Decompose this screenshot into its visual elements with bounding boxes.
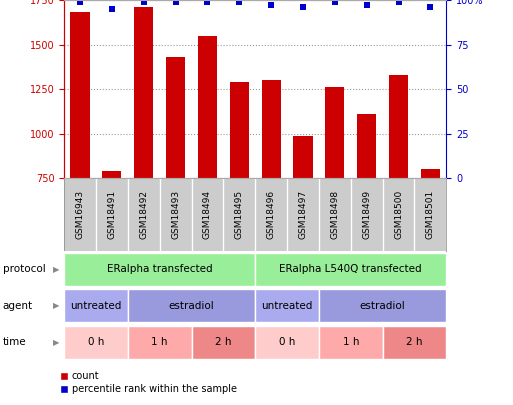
Bar	[319, 289, 446, 322]
Text: GSM18493: GSM18493	[171, 190, 180, 239]
Text: ▶: ▶	[52, 301, 59, 310]
Text: GSM18495: GSM18495	[235, 190, 244, 239]
Text: GSM18491: GSM18491	[107, 190, 116, 239]
Bar	[128, 289, 255, 322]
Text: GSM18500: GSM18500	[394, 190, 403, 239]
Bar	[102, 171, 122, 178]
Text: 2 h: 2 h	[215, 337, 231, 347]
Bar	[64, 253, 255, 286]
Bar	[319, 326, 383, 359]
Bar	[166, 57, 185, 178]
Text: ▶: ▶	[52, 338, 59, 347]
Legend: count, percentile rank within the sample: count, percentile rank within the sample	[56, 367, 241, 398]
Text: estradiol: estradiol	[360, 301, 405, 311]
Bar	[389, 75, 408, 178]
Text: GSM18492: GSM18492	[139, 190, 148, 239]
Text: GSM18496: GSM18496	[267, 190, 275, 239]
Bar	[383, 326, 446, 359]
Text: untreated: untreated	[70, 301, 122, 311]
Bar	[255, 326, 319, 359]
Bar	[198, 36, 217, 178]
Text: time: time	[3, 337, 26, 347]
Bar	[421, 169, 440, 178]
Text: GSM18501: GSM18501	[426, 190, 435, 239]
Text: ERalpha L540Q transfected: ERalpha L540Q transfected	[280, 264, 422, 274]
Text: ▶: ▶	[52, 265, 59, 274]
Bar	[64, 326, 128, 359]
Text: GSM18494: GSM18494	[203, 190, 212, 239]
Text: 2 h: 2 h	[406, 337, 423, 347]
Bar	[357, 114, 376, 178]
Text: 1 h: 1 h	[151, 337, 168, 347]
Text: 0 h: 0 h	[88, 337, 104, 347]
Text: GSM18499: GSM18499	[362, 190, 371, 239]
Bar	[230, 82, 249, 178]
Bar	[128, 326, 191, 359]
Text: protocol: protocol	[3, 264, 45, 274]
Bar	[325, 87, 344, 178]
Text: agent: agent	[3, 301, 33, 311]
Text: GSM18498: GSM18498	[330, 190, 339, 239]
Bar	[134, 7, 153, 178]
Text: GSM18497: GSM18497	[299, 190, 307, 239]
Bar	[262, 80, 281, 178]
Text: 1 h: 1 h	[343, 337, 359, 347]
Text: GSM16943: GSM16943	[75, 190, 85, 239]
Text: estradiol: estradiol	[169, 301, 214, 311]
Text: untreated: untreated	[262, 301, 313, 311]
Text: ERalpha transfected: ERalpha transfected	[107, 264, 212, 274]
Bar	[255, 253, 446, 286]
Bar	[255, 289, 319, 322]
Text: 0 h: 0 h	[279, 337, 295, 347]
Bar	[70, 13, 90, 178]
Bar	[64, 289, 128, 322]
Bar	[293, 136, 312, 178]
Bar	[191, 326, 255, 359]
